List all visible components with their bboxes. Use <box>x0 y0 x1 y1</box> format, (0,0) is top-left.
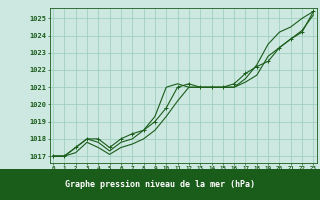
Text: Graphe pression niveau de la mer (hPa): Graphe pression niveau de la mer (hPa) <box>65 180 255 189</box>
